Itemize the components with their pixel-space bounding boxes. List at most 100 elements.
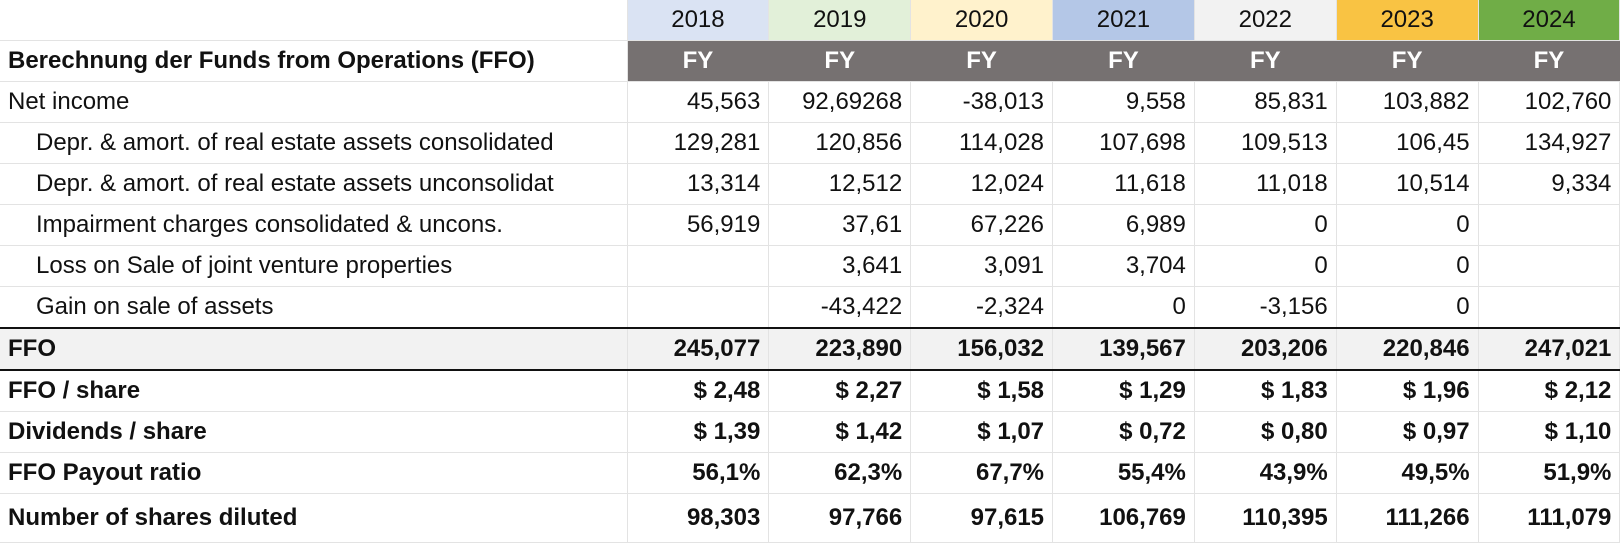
value-cell[interactable]: $ 1,83 [1194,370,1337,412]
year-cell[interactable]: 2019 [768,0,912,41]
value-cell[interactable]: 37,61 [768,204,912,246]
value-cell[interactable]: $ 0,80 [1194,411,1337,453]
value-cell[interactable]: $ 1,58 [910,370,1054,412]
value-cell[interactable]: 11,018 [1194,163,1337,205]
year-cell[interactable]: 2021 [1052,0,1195,41]
value-cell[interactable]: 0 [1194,245,1337,287]
value-cell[interactable]: 134,927 [1478,122,1620,164]
value-cell[interactable]: -43,422 [768,286,912,329]
value-cell[interactable]: 97,766 [768,493,912,543]
value-cell[interactable]: 9,558 [1052,81,1195,123]
value-cell[interactable] [627,286,770,329]
value-cell[interactable]: 62,3% [768,452,912,494]
value-cell[interactable]: 92,69268 [768,81,912,123]
row-label[interactable]: FFO [0,327,628,371]
value-cell[interactable]: 3,091 [910,245,1054,287]
value-cell[interactable]: 0 [1336,286,1479,329]
value-cell[interactable]: 223,890 [768,327,912,371]
value-cell[interactable]: 6,989 [1052,204,1195,246]
value-cell[interactable]: 203,206 [1194,327,1337,371]
period-cell[interactable]: FY [627,40,770,82]
value-cell[interactable]: 11,618 [1052,163,1195,205]
value-cell[interactable]: 0 [1336,204,1479,246]
table-title[interactable]: Berechnung der Funds from Operations (FF… [0,40,628,82]
period-cell[interactable]: FY [1478,40,1620,82]
row-label[interactable]: Loss on Sale of joint venture properties [0,245,628,287]
value-cell[interactable]: 9,334 [1478,163,1620,205]
value-cell[interactable]: -38,013 [910,81,1054,123]
value-cell[interactable]: 43,9% [1194,452,1337,494]
value-cell[interactable]: 12,024 [910,163,1054,205]
value-cell[interactable]: 3,641 [768,245,912,287]
year-cell[interactable]: 2020 [910,0,1054,41]
value-cell[interactable]: 111,079 [1478,493,1620,543]
value-cell[interactable]: $ 1,10 [1478,411,1620,453]
value-cell[interactable]: 56,1% [627,452,770,494]
value-cell[interactable] [1478,286,1620,329]
value-cell[interactable]: $ 1,96 [1336,370,1479,412]
value-cell[interactable]: 45,563 [627,81,770,123]
value-cell[interactable]: 106,769 [1052,493,1195,543]
value-cell[interactable]: 120,856 [768,122,912,164]
value-cell[interactable]: 55,4% [1052,452,1195,494]
value-cell[interactable]: $ 0,97 [1336,411,1479,453]
period-cell[interactable]: FY [910,40,1054,82]
period-cell[interactable]: FY [768,40,912,82]
row-label[interactable]: Number of shares diluted [0,493,628,543]
row-label[interactable]: Gain on sale of assets [0,286,628,329]
value-cell[interactable]: 129,281 [627,122,770,164]
value-cell[interactable]: 114,028 [910,122,1054,164]
value-cell[interactable]: 106,45 [1336,122,1479,164]
row-label[interactable]: Impairment charges consolidated & uncons… [0,204,628,246]
row-label[interactable]: Dividends / share [0,411,628,453]
value-cell[interactable]: $ 1,07 [910,411,1054,453]
value-cell[interactable]: $ 1,42 [768,411,912,453]
value-cell[interactable]: $ 1,39 [627,411,770,453]
value-cell[interactable]: 56,919 [627,204,770,246]
value-cell[interactable]: 0 [1336,245,1479,287]
value-cell[interactable] [627,245,770,287]
value-cell[interactable] [1478,204,1620,246]
year-cell[interactable]: 2024 [1478,0,1620,41]
value-cell[interactable]: -3,156 [1194,286,1337,329]
value-cell[interactable]: -2,324 [910,286,1054,329]
value-cell[interactable]: 12,512 [768,163,912,205]
row-label[interactable]: FFO / share [0,370,628,412]
row-label[interactable]: Depr. & amort. of real estate assets con… [0,122,628,164]
value-cell[interactable]: 67,226 [910,204,1054,246]
value-cell[interactable]: 103,882 [1336,81,1479,123]
year-cell[interactable]: 2022 [1194,0,1337,41]
value-cell[interactable]: $ 2,48 [627,370,770,412]
value-cell[interactable]: 10,514 [1336,163,1479,205]
row-label[interactable]: Depr. & amort. of real estate assets unc… [0,163,628,205]
value-cell[interactable]: 13,314 [627,163,770,205]
value-cell[interactable]: 51,9% [1478,452,1620,494]
year-cell[interactable]: 2018 [627,0,770,41]
value-cell[interactable]: 156,032 [910,327,1054,371]
period-cell[interactable]: FY [1194,40,1337,82]
value-cell[interactable]: 0 [1052,286,1195,329]
corner-cell[interactable] [0,0,628,41]
value-cell[interactable]: 139,567 [1052,327,1195,371]
value-cell[interactable]: 102,760 [1478,81,1620,123]
value-cell[interactable]: 111,266 [1336,493,1479,543]
value-cell[interactable]: $ 2,27 [768,370,912,412]
value-cell[interactable]: 110,395 [1194,493,1337,543]
value-cell[interactable]: 109,513 [1194,122,1337,164]
value-cell[interactable]: $ 2,12 [1478,370,1620,412]
value-cell[interactable]: 0 [1194,204,1337,246]
value-cell[interactable]: 3,704 [1052,245,1195,287]
value-cell[interactable]: 98,303 [627,493,770,543]
value-cell[interactable]: $ 0,72 [1052,411,1195,453]
value-cell[interactable]: 97,615 [910,493,1054,543]
row-label[interactable]: FFO Payout ratio [0,452,628,494]
period-cell[interactable]: FY [1052,40,1195,82]
value-cell[interactable] [1478,245,1620,287]
value-cell[interactable]: 85,831 [1194,81,1337,123]
value-cell[interactable]: 247,021 [1478,327,1620,371]
value-cell[interactable]: 245,077 [627,327,770,371]
year-cell[interactable]: 2023 [1336,0,1479,41]
period-cell[interactable]: FY [1336,40,1479,82]
value-cell[interactable]: 49,5% [1336,452,1479,494]
row-label[interactable]: Net income [0,81,628,123]
